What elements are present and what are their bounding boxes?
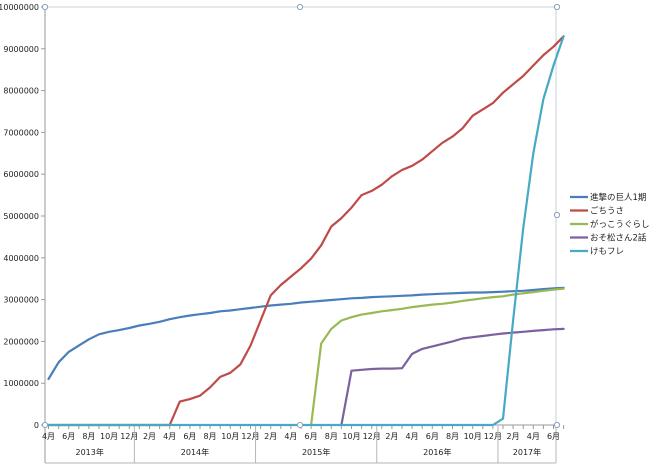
year-label: 2017年 xyxy=(513,447,541,457)
y-axis-ticks: 0 1000000 2000000 3000000 4000000 5000000 6000… xyxy=(0,3,45,430)
resize-handle[interactable] xyxy=(553,3,561,11)
x-tick-label: 12月 xyxy=(363,432,381,441)
x-tick-label: 8月 xyxy=(204,432,217,441)
y-tick-label: 0 xyxy=(34,421,39,430)
legend-label-5: けもフレ xyxy=(590,247,624,257)
x-tick-label: 6月 xyxy=(183,432,196,441)
y-tick-label: 5000000 xyxy=(3,212,39,221)
resize-handle[interactable] xyxy=(41,3,49,11)
resize-handle[interactable] xyxy=(296,421,304,429)
x-tick-label: 4月 xyxy=(42,432,55,441)
y-tick-label: 1000000 xyxy=(3,379,39,388)
resize-handle[interactable] xyxy=(41,421,49,429)
plot-frame xyxy=(44,6,557,464)
y-tick-label: 7000000 xyxy=(3,128,39,137)
x-tick-label: 6月 xyxy=(305,432,318,441)
y-tick-label: 6000000 xyxy=(3,170,39,179)
year-label: 2014年 xyxy=(181,447,209,457)
x-tick-label: 12月 xyxy=(120,432,138,441)
resize-handle[interactable] xyxy=(553,421,561,429)
x-tick-label: 6月 xyxy=(426,432,439,441)
x-tick-label: 10月 xyxy=(342,432,360,441)
y-tick-label: 10000000 xyxy=(0,3,39,12)
resize-handle[interactable] xyxy=(296,3,304,11)
x-tick-label: 4月 xyxy=(284,432,297,441)
x-tick-label: 2月 xyxy=(385,432,398,441)
y-tick-label: 3000000 xyxy=(3,296,39,305)
x-tick-label: 10月 xyxy=(464,432,482,441)
x-tick-label: 2月 xyxy=(143,432,156,441)
selection-handles[interactable] xyxy=(41,3,561,429)
x-tick-label: 10月 xyxy=(100,432,118,441)
year-label: 2013年 xyxy=(75,447,103,457)
legend-label-2: ごちうさ xyxy=(590,206,624,217)
series-line-5 xyxy=(47,35,565,427)
legend-label-3: がっこうぐらし！ xyxy=(590,219,650,230)
x-tick-label: 12月 xyxy=(241,432,259,441)
series-line-4 xyxy=(340,327,565,427)
x-tick-label: 12月 xyxy=(484,432,502,441)
x-tick-label: 10月 xyxy=(221,432,239,441)
x-axis-ticks: 4月 6月 8月 10月 12月 2月 4月 6月 8月 10月 12月 2月 4月 6月 8月 10月 12月… xyxy=(42,425,565,463)
y-tick-label: 2000000 xyxy=(3,337,39,346)
series-line-1 xyxy=(47,286,565,381)
x-tick-label: 6月 xyxy=(62,432,75,441)
year-label: 2016年 xyxy=(423,447,451,457)
x-tick-label: 6月 xyxy=(547,432,560,441)
x-tick-label: 8月 xyxy=(325,432,338,441)
x-tick-label: 4月 xyxy=(406,432,419,441)
legend-label-4: おそ松さん2話 xyxy=(590,233,647,244)
legend-label-1: 進撃の巨人1期 xyxy=(590,192,646,203)
x-tick-label: 8月 xyxy=(82,432,95,441)
y-tick-label: 9000000 xyxy=(3,45,39,54)
x-tick-label: 4月 xyxy=(527,432,540,441)
series-line-2 xyxy=(47,35,565,427)
year-label: 2015年 xyxy=(302,447,330,457)
y-tick-label: 8000000 xyxy=(3,87,39,96)
plot-area-border xyxy=(44,6,557,426)
series-lines xyxy=(47,35,565,427)
x-tick-label: 8月 xyxy=(446,432,459,441)
resize-handle[interactable] xyxy=(553,211,561,219)
x-tick-label: 4月 xyxy=(163,432,176,441)
x-tick-label: 2月 xyxy=(507,432,520,441)
series-line-3 xyxy=(310,287,565,427)
x-tick-label: 2月 xyxy=(264,432,277,441)
y-tick-label: 4000000 xyxy=(3,254,39,263)
